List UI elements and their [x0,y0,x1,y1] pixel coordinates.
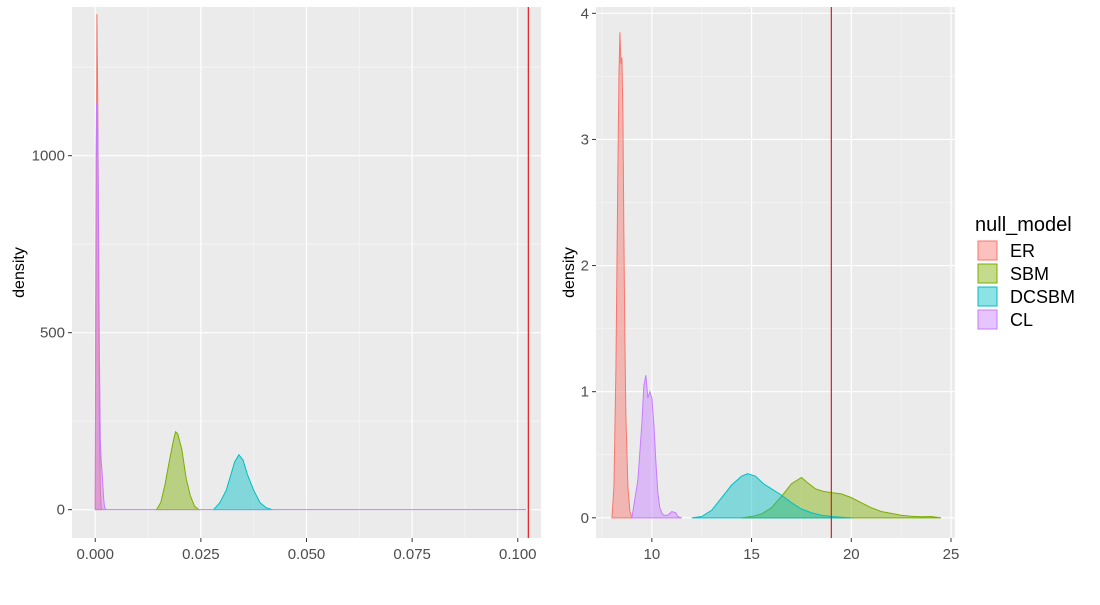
x-tick-label: 15 [743,546,760,563]
legend-key-bg [977,263,998,284]
y-axis-title: density [561,247,578,298]
x-tick-label: 0.075 [393,546,431,563]
density-area-er [611,32,633,519]
left-panel: 0.000 0.025 0.050 0.075 0.100 0 500 1000 density [11,7,541,563]
legend-label-sbm: SBM [1010,264,1049,284]
x-tick-label: 0.100 [499,546,537,563]
density-area-cl [631,375,682,519]
y-tick-label: 0 [57,502,65,519]
y-tick-label: 2 [581,258,589,275]
y-tick-label: 3 [581,131,589,148]
legend-swatch-er [977,240,998,261]
legend: null_model ER SBM DCSBM CL [975,214,1075,330]
legend-title: null_model [975,214,1072,236]
legend-key-bg [977,309,998,330]
legend-items: ER SBM DCSBM CL [977,240,1075,330]
legend-label-cl: CL [1010,310,1033,330]
y-tick-label: 500 [40,325,65,342]
legend-key-bg [977,286,998,307]
density-area-cl [94,102,527,511]
x-tick-label: 20 [843,546,860,563]
density-area-sbm [155,430,201,511]
x-tick-label: 0.025 [182,546,220,563]
y-axis-title: density [11,247,28,298]
x-tick-label: 25 [943,546,960,563]
y-tick-label: 1000 [32,148,65,165]
density-area-sbm [741,476,942,519]
y-tick-label: 4 [581,5,589,22]
x-tick-label: 10 [644,546,661,563]
panel-background [596,7,955,538]
legend-label-dcsbm: DCSBM [1010,287,1075,307]
right-panel: 10 15 20 25 0 1 2 3 4 density [561,5,959,563]
y-tick-label: 1 [581,384,589,401]
density-area-dcsbm [212,453,273,511]
y-tick-label: 0 [581,510,589,527]
legend-swatch-dcsbm [977,286,998,307]
x-tick-label: 0.050 [288,546,326,563]
legend-swatch-cl [977,309,998,330]
legend-swatch-sbm [977,263,998,284]
legend-key-bg [977,240,998,261]
x-tick-label: 0.000 [76,546,114,563]
legend-label-er: ER [1010,241,1035,261]
